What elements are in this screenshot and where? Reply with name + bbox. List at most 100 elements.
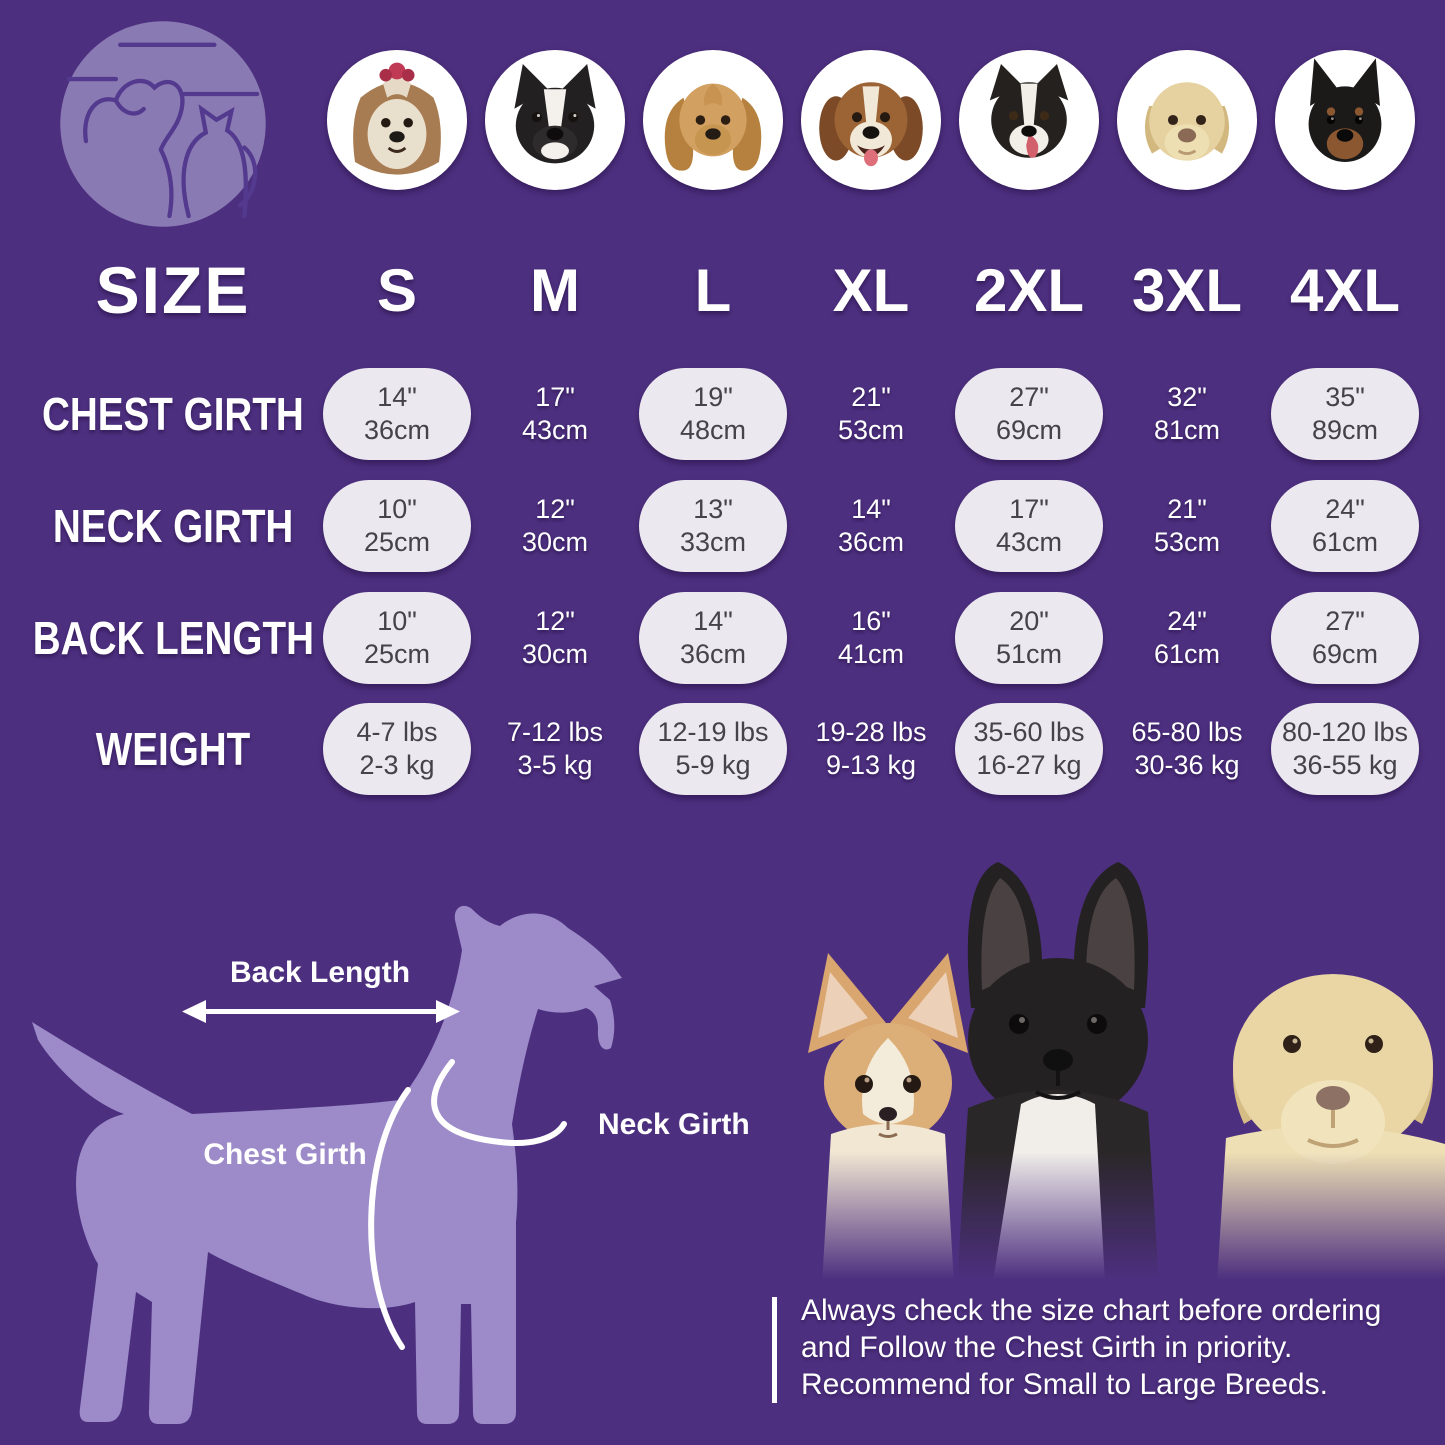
value-pill: 12-19 lbs 5-9 kg [639, 703, 787, 795]
value-pill: 4-7 lbs 2-3 kg [323, 703, 471, 795]
neck-girth-curve [431, 1059, 567, 1146]
cell-weight-3xl: 65-80 lbs 30-36 kg [1108, 703, 1266, 795]
pet-shop-logo [56, 16, 270, 232]
row-label-neck-girth: NECK GIRTH [52, 500, 294, 552]
chest-girth-label: Chest Girth [203, 1138, 366, 1171]
value-pill: 14" 36cm [323, 368, 471, 460]
breed-photo-shih-tzu [327, 50, 467, 190]
breed-photo-doberman [1275, 50, 1415, 190]
value-pill: 80-120 lbs 36-55 kg [1271, 703, 1419, 795]
dogs-photo-group [738, 838, 1445, 1302]
value-text: 32" 81cm [1153, 382, 1221, 445]
size-note: Always check the size chart before order… [772, 1292, 1381, 1403]
note-line: Recommend for Small to Large Breeds. [801, 1368, 1328, 1401]
cell-neck-4xl: 24" 61cm [1266, 480, 1424, 572]
cell-neck-2xl: 17" 43cm [950, 480, 1108, 572]
value-text: 12" 30cm [521, 606, 589, 669]
row-neck-girth: NECK GIRTH 10" 25cm 12" 30cm 13" 33cm 14" 36… [28, 480, 1424, 572]
row-label-back-length: BACK LENGTH [32, 612, 314, 664]
cell-neck-m: 12" 30cm [476, 480, 634, 572]
chest-girth-curve [368, 1087, 411, 1350]
value-pill: 19" 48cm [639, 368, 787, 460]
value-text: 17" 43cm [521, 382, 589, 445]
size-col-4xl: 4XL [1289, 256, 1401, 324]
note-text: Always check the size chart before order… [801, 1292, 1381, 1403]
cell-chest-xl: 21" 53cm [792, 368, 950, 460]
value-text: 24" 61cm [1153, 606, 1221, 669]
row-back-length: BACK LENGTH 10" 25cm 12" 30cm 14" 36cm 16" 4… [28, 592, 1424, 684]
row-weight: WEIGHT 4-7 lbs 2-3 kg 7-12 lbs 3-5 kg 12-1… [28, 703, 1424, 795]
breed-photo-row [318, 50, 1424, 190]
value-pill: 20" 51cm [955, 592, 1103, 684]
size-col-m: M [530, 256, 580, 324]
cell-weight-2xl: 35-60 lbs 16-27 kg [950, 703, 1108, 795]
cell-chest-2xl: 27" 69cm [950, 368, 1108, 460]
cell-back-s: 10" 25cm [318, 592, 476, 684]
cell-neck-s: 10" 25cm [318, 480, 476, 572]
note-line: and Follow the Chest Girth in priority. [801, 1331, 1293, 1364]
breed-photo-beagle [801, 50, 941, 190]
size-col-s: S [376, 256, 418, 324]
value-pill: 10" 25cm [323, 480, 471, 572]
value-pill: 17" 43cm [955, 480, 1103, 572]
size-col-2xl: 2XL [973, 256, 1085, 324]
cell-weight-s: 4-7 lbs 2-3 kg [318, 703, 476, 795]
value-text: 19-28 lbs 9-13 kg [815, 717, 927, 780]
cell-back-xl: 16" 41cm [792, 592, 950, 684]
value-text: 7-12 lbs 3-5 kg [506, 717, 604, 780]
value-text: 21" 53cm [1153, 494, 1221, 557]
cell-chest-s: 14" 36cm [318, 368, 476, 460]
value-text: 12" 30cm [521, 494, 589, 557]
note-line: Always check the size chart before order… [801, 1294, 1382, 1327]
dog-and-cat-logo-icon [60, 21, 266, 227]
row-label-chest-girth: CHEST GIRTH [42, 388, 304, 440]
breed-photo-boston-terrier [485, 50, 625, 190]
cell-neck-l: 13" 33cm [634, 480, 792, 572]
size-title: SIZE [95, 253, 251, 327]
size-col-3xl: 3XL [1131, 256, 1243, 324]
cell-back-m: 12" 30cm [476, 592, 634, 684]
back-length-arrow [182, 1000, 460, 1023]
size-col-l: L [694, 256, 732, 324]
cell-back-2xl: 20" 51cm [950, 592, 1108, 684]
row-chest-girth: CHEST GIRTH 14" 36cm 17" 43cm 19" 48cm 21" 5… [28, 368, 1424, 460]
cell-neck-xl: 14" 36cm [792, 480, 950, 572]
measurement-diagram: Back Length Neck Girth Chest Girth [0, 862, 760, 1445]
cell-weight-xl: 19-28 lbs 9-13 kg [792, 703, 950, 795]
value-text: 21" 53cm [837, 382, 905, 445]
size-col-xl: XL [832, 256, 910, 324]
value-pill: 10" 25cm [323, 592, 471, 684]
cell-weight-4xl: 80-120 lbs 36-55 kg [1266, 703, 1424, 795]
cell-chest-l: 19" 48cm [634, 368, 792, 460]
row-label-weight: WEIGHT [95, 723, 251, 775]
size-header-row: SIZE S M L XL 2XL 3XL 4XL [28, 250, 1424, 330]
cell-weight-l: 12-19 lbs 5-9 kg [634, 703, 792, 795]
breed-photo-labrador [1117, 50, 1257, 190]
photo-fade-overlay [738, 1152, 1445, 1302]
value-text: 65-80 lbs 30-36 kg [1131, 717, 1243, 780]
value-pill: 35" 89cm [1271, 368, 1419, 460]
neck-girth-label: Neck Girth [598, 1108, 750, 1141]
cell-neck-3xl: 21" 53cm [1108, 480, 1266, 572]
cell-chest-4xl: 35" 89cm [1266, 368, 1424, 460]
breed-photo-border-collie [959, 50, 1099, 190]
value-text: 16" 41cm [837, 606, 905, 669]
cell-chest-m: 17" 43cm [476, 368, 634, 460]
cell-back-4xl: 27" 69cm [1266, 592, 1424, 684]
value-pill: 13" 33cm [639, 480, 787, 572]
back-length-label: Back Length [230, 956, 410, 989]
breed-photo-cocker-spaniel [643, 50, 783, 190]
cell-chest-3xl: 32" 81cm [1108, 368, 1266, 460]
value-pill: 35-60 lbs 16-27 kg [955, 703, 1103, 795]
value-pill: 14" 36cm [639, 592, 787, 684]
value-pill: 27" 69cm [955, 368, 1103, 460]
cell-weight-m: 7-12 lbs 3-5 kg [476, 703, 634, 795]
cell-back-l: 14" 36cm [634, 592, 792, 684]
value-text: 14" 36cm [837, 494, 905, 557]
dog-silhouette [32, 905, 622, 1424]
value-pill: 24" 61cm [1271, 480, 1419, 572]
value-pill: 27" 69cm [1271, 592, 1419, 684]
note-accent-bar [772, 1297, 777, 1403]
cell-back-3xl: 24" 61cm [1108, 592, 1266, 684]
